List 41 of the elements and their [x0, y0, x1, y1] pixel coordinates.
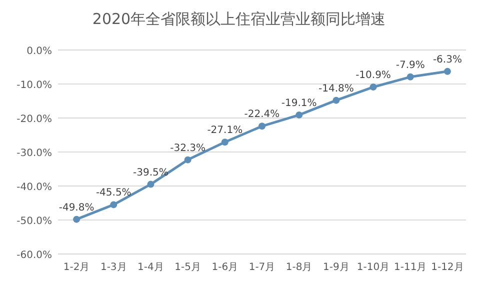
y-tick-label: -40.0% — [16, 182, 52, 193]
data-label: -10.9% — [356, 70, 391, 82]
point — [258, 122, 266, 130]
data-label: -7.9% — [396, 60, 425, 71]
point — [444, 68, 451, 75]
data-label: -19.1% — [281, 98, 317, 109]
x-tick-label: 1-9月 — [323, 262, 350, 273]
point — [370, 84, 377, 91]
point — [332, 96, 340, 104]
x-tick-label: 1-7月 — [248, 262, 276, 273]
x-tick-label: 1-3月 — [100, 262, 127, 273]
x-tick-label: 1-5月 — [174, 262, 201, 273]
data-label: -22.4% — [244, 109, 280, 120]
point — [110, 201, 118, 208]
x-tick-label: 1-12月 — [431, 262, 464, 273]
point — [147, 180, 154, 188]
data-label: -27.1% — [207, 125, 243, 136]
point — [73, 216, 80, 223]
y-tick-label: 0.0% — [26, 46, 52, 57]
data-label: -49.8% — [58, 202, 94, 214]
chart-title: 2020年全省限额以上住宿业营业额同比增速 — [92, 10, 386, 28]
x-tick-label: 1-6月 — [212, 262, 238, 273]
x-tick-label: 1-8月 — [286, 262, 312, 273]
x-tick-label: 1-4月 — [138, 262, 164, 273]
y-tick-label: -10.0% — [16, 80, 52, 91]
point — [406, 73, 414, 80]
y-tick-label: -20.0% — [16, 114, 52, 125]
x-tick-label: 1-10月 — [356, 262, 390, 273]
y-tick-label: -30.0% — [16, 148, 52, 159]
data-label: -39.5% — [133, 167, 168, 178]
data-label: -32.3% — [170, 142, 206, 154]
x-tick-label: 1-2月 — [63, 262, 90, 273]
point — [221, 138, 228, 146]
y-tick-label: -50.0% — [16, 216, 52, 227]
point — [296, 111, 303, 118]
point — [184, 156, 192, 164]
data-label: -14.8% — [318, 83, 354, 94]
x-tick-label: 1-11月 — [394, 262, 427, 273]
y-tick-label: -60.0% — [16, 250, 52, 261]
data-label: -45.5% — [96, 188, 132, 199]
data-label: -6.3% — [432, 54, 462, 66]
